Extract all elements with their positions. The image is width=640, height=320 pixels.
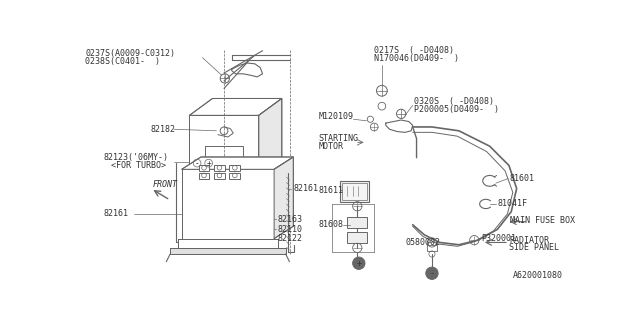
- Text: RADIATOR: RADIATOR: [509, 236, 549, 244]
- Text: +: +: [356, 259, 362, 268]
- Text: +: +: [206, 159, 211, 168]
- Polygon shape: [230, 165, 240, 171]
- Text: 0217S  ( -D0408): 0217S ( -D0408): [374, 46, 454, 55]
- Text: 82161: 82161: [103, 210, 128, 219]
- Bar: [348, 232, 367, 243]
- Polygon shape: [214, 165, 225, 171]
- Text: 81608: 81608: [319, 220, 344, 229]
- Text: 0580002: 0580002: [405, 238, 440, 247]
- Text: 81601: 81601: [509, 174, 535, 183]
- Text: FRONT: FRONT: [152, 180, 177, 189]
- Text: -: -: [195, 159, 200, 168]
- Polygon shape: [178, 239, 278, 248]
- Text: 82161: 82161: [293, 184, 318, 193]
- Text: 0320S  ( -D0408): 0320S ( -D0408): [414, 97, 494, 106]
- Text: MAIN FUSE BOX: MAIN FUSE BOX: [509, 216, 575, 225]
- Text: 0238S(C0401-  ): 0238S(C0401- ): [86, 57, 161, 66]
- Polygon shape: [259, 99, 282, 177]
- Polygon shape: [274, 157, 293, 239]
- Polygon shape: [170, 248, 285, 254]
- Polygon shape: [198, 173, 209, 179]
- Polygon shape: [230, 173, 240, 179]
- Text: <FOR TURBO>: <FOR TURBO>: [111, 161, 166, 170]
- Text: P320001: P320001: [481, 234, 516, 243]
- Text: SIDE PANEL: SIDE PANEL: [509, 243, 559, 252]
- Text: N170046(D0409-  ): N170046(D0409- ): [374, 54, 460, 63]
- Text: 82110: 82110: [278, 225, 303, 234]
- Polygon shape: [182, 169, 274, 239]
- Text: A620001080: A620001080: [513, 271, 563, 280]
- Polygon shape: [182, 157, 293, 169]
- Text: 81611: 81611: [319, 186, 344, 195]
- Text: 82163: 82163: [278, 215, 303, 224]
- Circle shape: [353, 257, 365, 269]
- Bar: [342, 183, 367, 200]
- Polygon shape: [214, 173, 225, 179]
- Bar: [340, 181, 369, 203]
- Text: 0237S(A0009-C0312): 0237S(A0009-C0312): [86, 49, 175, 58]
- Text: -: -: [429, 269, 435, 278]
- Text: M120109: M120109: [319, 112, 354, 121]
- Polygon shape: [198, 165, 209, 171]
- Text: P200005(D0409-  ): P200005(D0409- ): [414, 105, 499, 114]
- Text: 81041F: 81041F: [497, 199, 527, 208]
- Bar: [348, 217, 367, 228]
- Text: STARTING: STARTING: [319, 134, 359, 143]
- Text: MOTOR: MOTOR: [319, 142, 344, 151]
- Text: 82123('06MY-): 82123('06MY-): [103, 153, 168, 162]
- Polygon shape: [189, 99, 282, 116]
- Text: 82122: 82122: [278, 234, 303, 243]
- Circle shape: [426, 267, 438, 279]
- Polygon shape: [189, 116, 259, 177]
- Text: 82182: 82182: [151, 125, 176, 134]
